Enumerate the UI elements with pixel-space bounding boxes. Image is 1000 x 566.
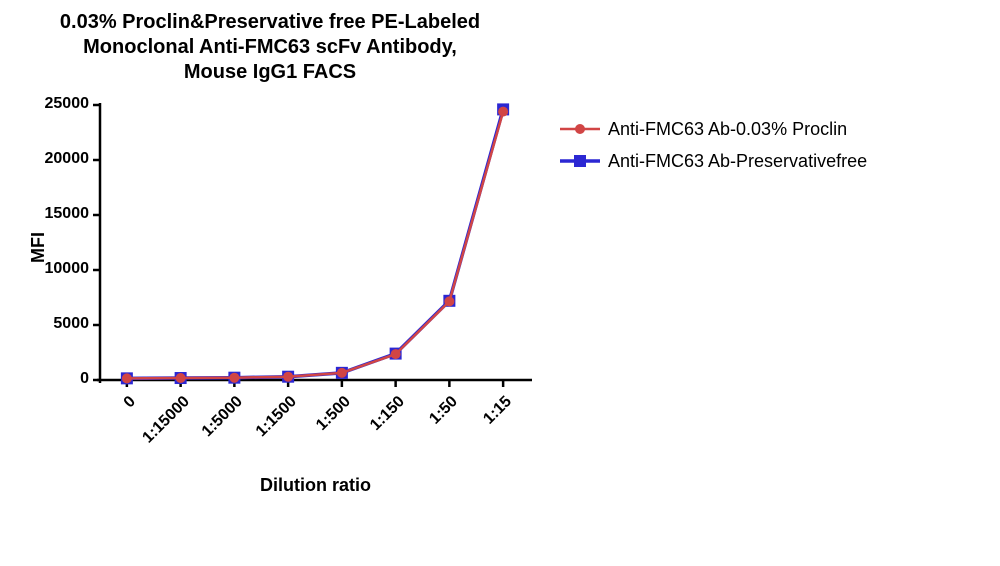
figure: 0.03% Proclin&Preservative free PE-Label…: [0, 0, 1000, 566]
y-tick-label: 10000: [45, 260, 90, 278]
legend-item: Anti-FMC63 Ab-0.03% Proclin: [560, 115, 867, 143]
chart-legend: Anti-FMC63 Ab-0.03% Proclin Anti-FMC63 Ab…: [560, 115, 867, 179]
x-axis-label: Dilution ratio: [260, 475, 371, 496]
legend-item: Anti-FMC63 Ab-Preservativefree: [560, 147, 867, 175]
legend-label: Anti-FMC63 Ab-Preservativefree: [608, 147, 867, 175]
legend-swatch: [560, 152, 600, 170]
y-axis-label: MFI: [28, 232, 49, 263]
y-tick-label: 25000: [45, 95, 90, 113]
y-tick-label: 15000: [45, 205, 90, 223]
chart-plot: [0, 0, 1000, 566]
legend-label: Anti-FMC63 Ab-0.03% Proclin: [608, 115, 847, 143]
y-tick-label: 20000: [45, 150, 90, 168]
y-tick-label: 5000: [53, 315, 89, 333]
y-tick-label: 0: [80, 370, 89, 388]
legend-swatch: [560, 120, 600, 138]
